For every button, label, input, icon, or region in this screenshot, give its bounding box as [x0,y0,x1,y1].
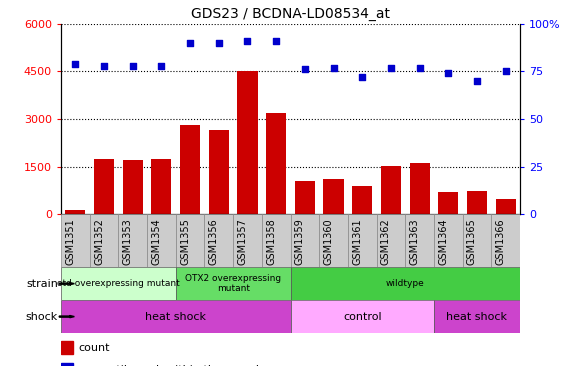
Text: heat shock: heat shock [145,311,206,322]
Bar [295,181,315,214]
Text: heat shock: heat shock [446,311,507,322]
Text: GSM1362: GSM1362 [381,219,391,265]
Bar [147,214,175,267]
Point [214,40,224,46]
Bar [434,300,520,333]
Text: GSM1364: GSM1364 [438,219,449,265]
Bar [496,199,516,214]
Point [357,74,367,80]
Point [185,40,195,46]
Bar [180,125,200,214]
Point [271,38,281,44]
Text: GSM1363: GSM1363 [410,219,419,265]
Bar [175,214,205,267]
Point [472,78,482,84]
Bar [290,267,520,300]
Bar [61,214,89,267]
Bar [381,165,401,214]
Text: GSM1351: GSM1351 [65,219,76,265]
Bar [376,214,406,267]
Text: GSM1352: GSM1352 [94,219,104,265]
Point [99,63,109,68]
Text: GSM1358: GSM1358 [266,219,276,265]
Bar [492,214,520,267]
Text: OTX2 overexpressing
mutant: OTX2 overexpressing mutant [185,274,281,294]
Bar [434,214,462,267]
Bar [324,179,343,214]
Text: GSM1356: GSM1356 [209,219,219,265]
Bar [61,363,73,366]
Point [444,70,453,76]
Point [300,67,310,72]
Text: GSM1359: GSM1359 [295,219,305,265]
Bar [438,192,458,214]
Text: shock: shock [26,311,58,322]
Bar [467,191,487,214]
Title: GDS23 / BCDNA-LD08534_at: GDS23 / BCDNA-LD08534_at [191,7,390,21]
Bar [352,186,372,214]
Bar [209,130,229,214]
Bar [233,214,262,267]
Bar [175,267,290,300]
Text: GSM1354: GSM1354 [152,219,162,265]
Text: GSM1360: GSM1360 [324,219,333,265]
Point [329,65,338,71]
Bar [94,158,114,214]
Bar [152,158,171,214]
Point [386,65,396,71]
Text: otd overexpressing mutant: otd overexpressing mutant [57,279,180,288]
Bar [65,210,85,214]
Point [128,63,137,68]
Bar [410,163,429,214]
Bar [348,214,376,267]
Bar [61,300,290,333]
Bar [406,214,434,267]
Text: wildtype: wildtype [386,279,425,288]
Text: GSM1365: GSM1365 [467,219,477,265]
Bar [238,71,257,214]
Point [501,68,510,74]
Bar [61,341,73,354]
Bar [462,214,492,267]
Text: GSM1355: GSM1355 [180,219,190,265]
Bar [89,214,119,267]
Bar [61,267,175,300]
Bar [319,214,348,267]
Point [157,63,166,68]
Bar [262,214,290,267]
Text: GSM1361: GSM1361 [352,219,362,265]
Text: count: count [78,343,110,353]
Text: control: control [343,311,382,322]
Text: GSM1366: GSM1366 [496,219,505,265]
Bar [290,214,319,267]
Text: GSM1357: GSM1357 [238,219,248,265]
Text: percentile rank within the sample: percentile rank within the sample [78,365,266,366]
Point [243,38,252,44]
Bar [119,214,147,267]
Point [71,61,80,67]
Bar [205,214,233,267]
Bar [290,300,434,333]
Text: strain: strain [26,279,58,289]
Text: GSM1353: GSM1353 [123,219,132,265]
Bar [123,160,143,214]
Point [415,65,424,71]
Bar [266,113,286,214]
